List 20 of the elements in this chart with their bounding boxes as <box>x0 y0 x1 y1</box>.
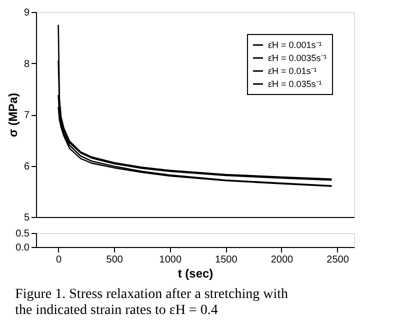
y-tick-label: 9 <box>24 8 30 18</box>
x-tick-label: 2000 <box>270 254 294 266</box>
x-tick-label: 2500 <box>326 254 350 266</box>
y-tick-label: 0.0 <box>16 242 30 254</box>
y-tick-label: 6 <box>24 161 30 172</box>
y-tick-label: 7 <box>24 110 30 121</box>
y-tick-label: 0.5 <box>16 228 30 240</box>
legend-label: ε̇H = 0.0035s⁻¹ <box>268 53 327 63</box>
x-tick-label: 500 <box>106 254 124 266</box>
y-tick-label: 8 <box>24 58 30 70</box>
y-tick-label: 5 <box>24 212 30 224</box>
y-axis-title: σ (MPa) <box>6 92 20 138</box>
legend-label: ε̇H = 0.001s⁻¹ <box>268 40 322 50</box>
legend-label: ε̇H = 0.035s⁻¹ <box>268 79 322 89</box>
x-axis-title: t (sec) <box>178 266 214 280</box>
x-tick-label: 1000 <box>159 254 182 266</box>
legend-label: ε̇H = 0.01s⁻¹ <box>268 66 317 76</box>
text: Figure 1. Stress relaxation after a stretching with the indicated strain rates to εH = 0.4 <box>15 287 288 318</box>
x-tick-label: 0 <box>56 254 62 266</box>
x-tick-label: 1500 <box>215 254 238 266</box>
